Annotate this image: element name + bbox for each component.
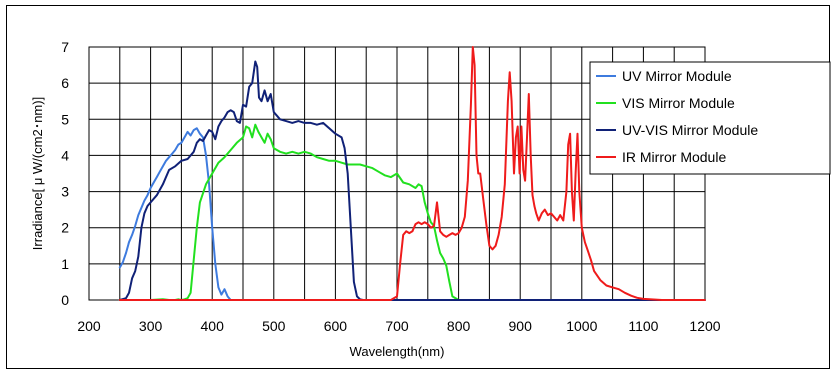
series-line-3 bbox=[118, 60, 706, 301]
x-tick-label: 1100 bbox=[628, 318, 658, 334]
legend-label: VIS Mirror Module bbox=[622, 95, 735, 111]
y-axis-title: Irradiance[ μ W/(cm2･nm)] bbox=[30, 97, 45, 250]
legend-label: UV-VIS Mirror Module bbox=[622, 122, 758, 138]
legend-label: IR Mirror Module bbox=[622, 149, 726, 165]
x-tick-label: 200 bbox=[77, 318, 101, 334]
x-axis-title: Wavelength(nm) bbox=[350, 344, 445, 359]
y-tick-label: 3 bbox=[61, 184, 69, 200]
y-tick-label: 2 bbox=[61, 220, 69, 236]
x-tick-label: 600 bbox=[324, 318, 348, 334]
series-line-2 bbox=[118, 123, 491, 301]
legend: UV Mirror Module VIS Mirror Module UV-VIS … bbox=[589, 61, 831, 175]
y-axis-ticks: 0 1 2 3 4 5 6 7 bbox=[61, 39, 69, 308]
legend-label: UV Mirror Module bbox=[622, 68, 732, 84]
legend-box bbox=[589, 61, 831, 175]
x-tick-label: 800 bbox=[447, 318, 471, 334]
x-axis-ticks: 200 300 400 500 600 700 800 900 1000 1100 1200 bbox=[77, 318, 720, 334]
y-tick-label: 5 bbox=[61, 111, 69, 127]
x-tick-label: 1200 bbox=[689, 318, 720, 334]
series-layer bbox=[118, 46, 706, 301]
y-tick-label: 0 bbox=[61, 292, 69, 308]
y-tick-label: 6 bbox=[61, 75, 69, 91]
x-tick-label: 1000 bbox=[566, 318, 597, 334]
x-tick-label: 900 bbox=[509, 318, 533, 334]
y-tick-label: 7 bbox=[61, 39, 69, 55]
x-tick-label: 300 bbox=[139, 318, 163, 334]
x-tick-label: 400 bbox=[201, 318, 225, 334]
x-tick-label: 700 bbox=[385, 318, 409, 334]
x-tick-label: 500 bbox=[262, 318, 286, 334]
y-tick-label: 1 bbox=[61, 256, 69, 272]
y-tick-label: 4 bbox=[61, 147, 69, 163]
series-line-4 bbox=[118, 46, 706, 301]
